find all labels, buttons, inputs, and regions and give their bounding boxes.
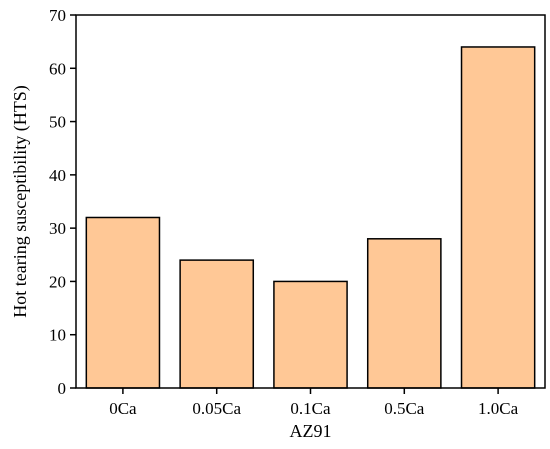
x-tick-label: 1.0Ca	[478, 399, 519, 418]
y-tick-label: 60	[49, 59, 66, 78]
y-axis-title: Hot tearing susceptibility (HTS)	[10, 85, 31, 317]
x-tick-label: 0.05Ca	[192, 399, 241, 418]
y-tick-label: 0	[58, 379, 67, 398]
y-tick-label: 70	[49, 6, 66, 25]
x-tick-label: 0.1Ca	[290, 399, 331, 418]
bar-0.05Ca	[179, 259, 255, 389]
y-tick-label: 30	[49, 219, 66, 238]
bar-0Ca	[85, 216, 161, 389]
x-axis-title: AZ91	[290, 421, 332, 441]
bars-group	[85, 46, 536, 389]
y-tick-label: 20	[49, 272, 66, 291]
x-axis: 0Ca 0.05Ca 0.1Ca 0.5Ca 1.0Ca	[109, 388, 519, 418]
x-tick-label: 0.5Ca	[384, 399, 425, 418]
bar-0.1Ca	[273, 280, 348, 389]
plot-frame	[75, 14, 546, 389]
y-tick-label: 10	[49, 326, 66, 345]
y-tick-label: 40	[49, 166, 66, 185]
bar-0.5Ca	[366, 238, 442, 389]
x-tick-label: 0Ca	[109, 399, 137, 418]
y-axis: 0 10 20 30 40 50 60 70	[49, 6, 76, 398]
y-tick-label: 50	[49, 113, 66, 132]
bar-1.0Ca	[460, 46, 536, 389]
